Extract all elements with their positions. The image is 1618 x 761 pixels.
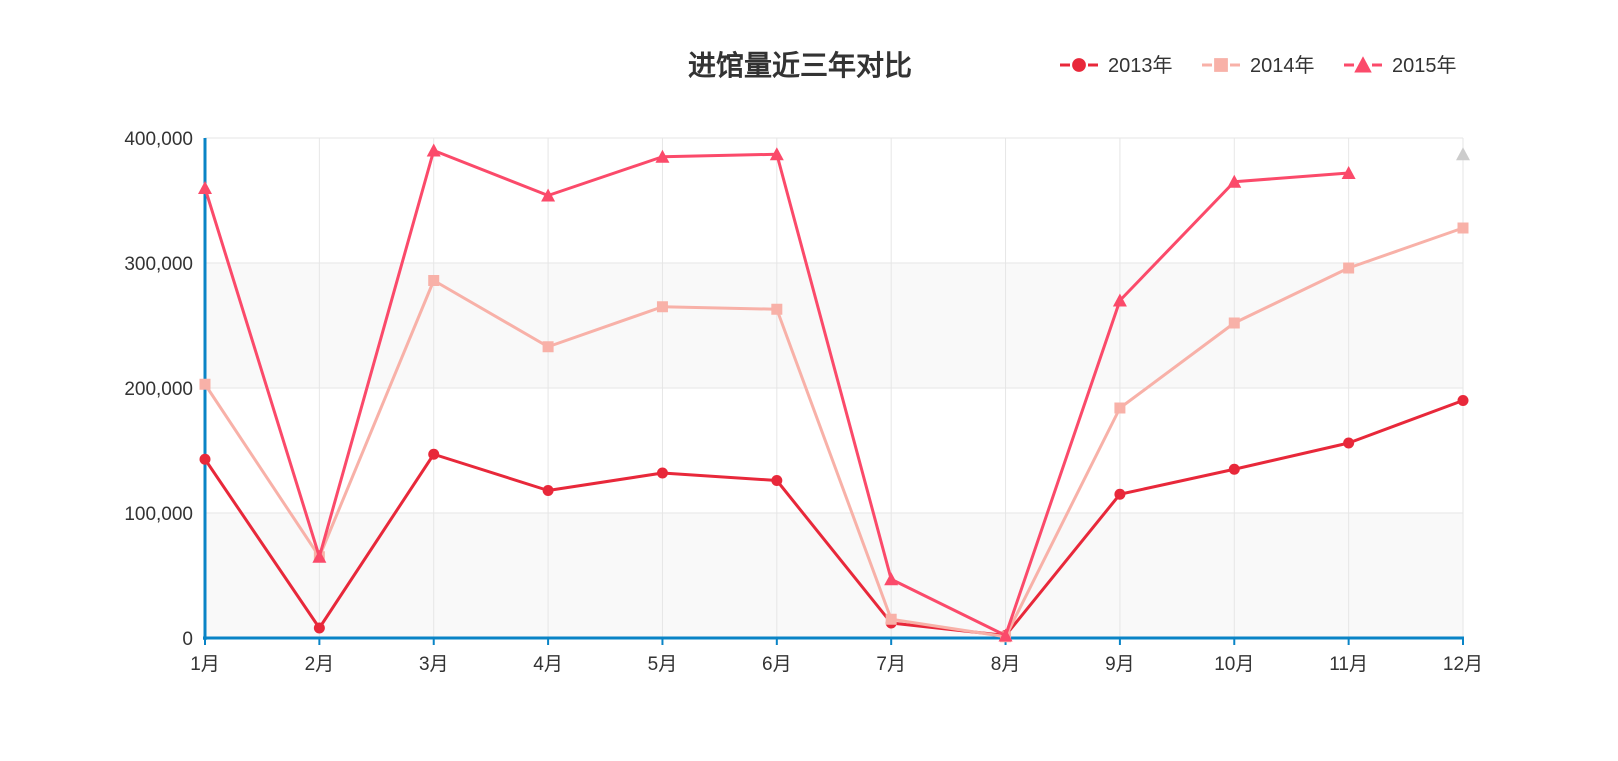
data-point-2015年-8月 (998, 628, 1013, 642)
legend-marker-2014年 (1214, 58, 1228, 72)
y-tick-label: 200,000 (124, 379, 193, 400)
legend-marker-2015年 (1354, 56, 1372, 73)
data-point-2014年-11月 (1343, 262, 1355, 274)
legend-label: 2015年 (1392, 54, 1457, 77)
data-point-2015年-3月 (426, 143, 441, 157)
x-tick-label: 8月 (991, 654, 1021, 675)
data-point-2014年-3月 (428, 275, 440, 286)
y-tick-label: 300,000 (124, 254, 193, 275)
x-tick-label: 12月 (1443, 654, 1483, 675)
legend-label: 2013年 (1108, 54, 1173, 77)
data-point-2015年-7月 (884, 572, 899, 586)
x-tick-label: 2月 (305, 654, 335, 675)
data-point-2014年-5月 (656, 301, 668, 313)
x-tick-label: 11月 (1329, 654, 1368, 675)
data-point-2014年-1月 (199, 378, 211, 390)
data-point-2015年-9月 (1112, 293, 1127, 307)
x-tick-label: 9月 (1105, 654, 1135, 675)
x-tick-label: 10月 (1214, 654, 1254, 675)
x-tick-label: 3月 (419, 654, 449, 675)
data-point-2015年-4月 (541, 188, 556, 202)
x-tick-label: 5月 (648, 654, 678, 675)
data-point-2014年-12月 (1457, 222, 1469, 234)
y-tick-label: 100,000 (124, 504, 193, 525)
data-point-2013年-10月 (1228, 463, 1240, 475)
data-point-2013年-12月 (1457, 395, 1469, 406)
data-point-2013年-9月 (1114, 488, 1126, 500)
x-tick-label: 7月 (876, 654, 906, 675)
chart-title: 进馆量近三年对比 (688, 49, 912, 81)
data-point-2013年-4月 (542, 485, 554, 496)
legend-label: 2014年 (1250, 54, 1315, 77)
inactive-data-point (1456, 147, 1470, 161)
data-point-2014年-4月 (542, 341, 554, 353)
y-tick-label: 400,000 (124, 129, 193, 150)
data-point-2014年-7月 (885, 613, 897, 625)
series-line-2014年 (203, 226, 1464, 639)
data-point-2015年-6月 (769, 147, 784, 161)
data-point-2013年-2月 (313, 622, 325, 634)
data-point-2015年-10月 (1227, 174, 1242, 188)
series-line-2013年 (203, 399, 1464, 637)
data-point-2014年-9月 (1114, 402, 1126, 414)
data-point-2015年-11月 (1341, 166, 1356, 179)
data-point-2013年-11月 (1343, 437, 1355, 449)
x-tick-label: 6月 (762, 654, 792, 675)
grid-band (205, 513, 1463, 638)
data-point-2015年-2月 (312, 549, 327, 563)
x-tick-label: 4月 (533, 654, 563, 675)
data-point-2013年-6月 (771, 475, 783, 486)
y-tick-label: 0 (182, 629, 193, 650)
data-point-2014年-10月 (1228, 317, 1240, 329)
data-point-2013年-5月 (656, 467, 668, 479)
data-point-2014年-6月 (771, 303, 783, 315)
data-point-2015年-1月 (198, 181, 212, 194)
x-tick-label: 1月 (190, 654, 220, 675)
data-point-2015年-5月 (655, 149, 670, 163)
legend-marker-2013年 (1072, 58, 1086, 72)
data-point-2013年-1月 (199, 453, 211, 465)
data-point-2013年-3月 (428, 448, 440, 460)
